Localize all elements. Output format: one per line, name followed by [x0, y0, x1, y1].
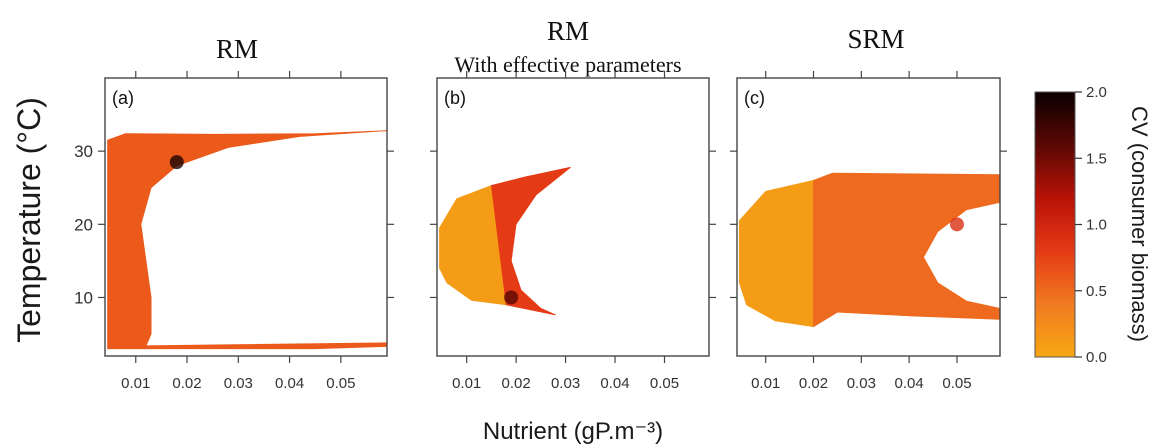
x-tick-label: 0.05	[326, 375, 355, 392]
x-tick-label: 0.02	[172, 375, 201, 392]
heatmap-region	[490, 166, 571, 316]
x-tick-label: 0.03	[847, 375, 876, 392]
panel-frame	[436, 77, 710, 357]
x-tick-label: 0.04	[275, 375, 304, 392]
x-tick-label: 0.05	[650, 375, 679, 392]
y-tick-label: 10	[74, 288, 93, 307]
y-axis-label: Temperature (°C)	[11, 97, 47, 343]
heatmap-region	[813, 172, 1000, 328]
panel-title: SRM	[847, 24, 904, 54]
x-tick-label: 0.01	[751, 375, 780, 392]
panel-subtitle: With effective parameters	[454, 52, 681, 77]
colorbar-tick-label: 1.0	[1086, 217, 1107, 234]
panel-frame	[104, 77, 388, 357]
heatmap-region	[739, 179, 814, 328]
colorbar-tick-label: 2.0	[1086, 84, 1107, 101]
x-axis-label: Nutrient (gP.m⁻³)	[483, 418, 663, 445]
heatmap-region	[107, 130, 387, 350]
peak-cv-mark	[949, 217, 964, 232]
x-tick-label: 0.01	[121, 375, 150, 392]
colorbar: 0.0 0.5 1.0 1.5 2.0 CV (consumer biomass)	[1034, 84, 1152, 366]
x-tick-label: 0.03	[551, 375, 580, 392]
x-tick-label: 0.01	[452, 375, 481, 392]
panel-title: RM	[547, 16, 589, 46]
colorbar-tick-label: 0.5	[1086, 283, 1107, 300]
panel-a: 0.01 0.02 0.03 0.04 0.05 10 20 30 RM (a)	[74, 34, 394, 392]
y-tick-label: 30	[74, 142, 93, 161]
x-tick-label: 0.03	[224, 375, 253, 392]
panel-b: 0.01 0.02 0.03 0.04 0.05 RM With effective par…	[430, 16, 716, 392]
peak-cv-mark	[504, 290, 519, 305]
colorbar-gradient	[1034, 91, 1076, 358]
panel-frame	[736, 77, 1001, 357]
panel-title: RM	[216, 34, 258, 64]
panel-c: 0.01 0.02 0.03 0.04 0.05 SRM (c)	[730, 24, 1007, 392]
colorbar-ticks: 0.0 0.5 1.0 1.5 2.0	[1075, 84, 1107, 366]
colorbar-tick-label: 1.5	[1086, 150, 1107, 167]
colorbar-label: CV (consumer biomass)	[1127, 106, 1152, 342]
y-tick-label: 20	[74, 215, 93, 234]
heatmap-regions	[739, 172, 1000, 328]
x-tick-label: 0.04	[895, 375, 924, 392]
panel-label: (c)	[744, 88, 765, 108]
peak-cv-mark	[169, 155, 184, 170]
colorbar-tick-label: 0.0	[1086, 349, 1107, 366]
x-tick-label: 0.04	[600, 375, 629, 392]
heatmap-regions	[107, 130, 387, 350]
panel-label: (b)	[444, 88, 466, 108]
heatmap-regions	[439, 166, 571, 316]
x-tick-label: 0.02	[799, 375, 828, 392]
x-tick-label: 0.05	[942, 375, 971, 392]
x-tick-label: 0.02	[502, 375, 531, 392]
panel-label: (a)	[112, 88, 134, 108]
